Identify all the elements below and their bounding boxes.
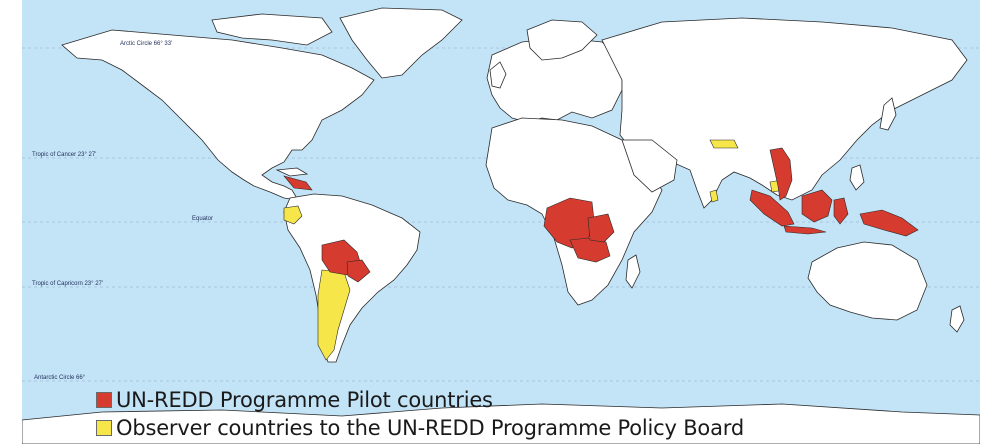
observer-swatch [96,420,112,436]
vietnam [769,147,793,201]
greenland [339,7,463,79]
papua-new-guinea [859,209,919,237]
madagascar [625,254,641,289]
sri-lanka [709,189,719,203]
scandinavia [526,19,598,61]
map-legend: UN-REDD Programme Pilot countries Observ… [96,386,744,442]
observer-countries [283,139,785,361]
borneo [801,189,833,223]
cuba [275,167,309,177]
sulawesi [833,197,849,225]
panama [283,175,313,191]
pilot-swatch [96,392,112,408]
japan [879,97,897,131]
sumatra [749,189,795,227]
zambia [569,237,611,263]
australia [807,241,928,321]
java [783,225,827,235]
legend-item-observer: Observer countries to the UN-REDD Progra… [96,414,744,442]
pilot-label: UN-REDD Programme Pilot countries [116,388,493,412]
antarctic-circle-label: Antarctic Circle 66° [34,375,86,381]
observer-label: Observer countries to the UN-REDD Progra… [116,416,744,440]
paraguay [346,259,371,283]
argentina [317,269,351,361]
world-map: Arctic Circle 66° 33' Tropic of Cancer 2… [22,0,980,444]
north-america [61,29,375,201]
world-map-svg: Arctic Circle 66° 33' Tropic of Cancer 2… [22,0,980,444]
arctic-circle-label: Arctic Circle 66° 33' [120,41,172,47]
pilot-countries [283,147,919,283]
antarctica [22,403,980,444]
equator-label: Equator [192,216,213,222]
great-britain [489,61,507,89]
tropic-of-cancer-label: Tropic of Cancer 23° 27' [32,152,96,158]
arctic-islands [211,13,333,46]
nepal [709,139,739,149]
legend-item-pilot: UN-REDD Programme Pilot countries [96,386,744,414]
arabian-peninsula [621,139,678,193]
tanzania [587,213,615,243]
new-zealand [949,305,965,333]
philippines [849,164,865,191]
land-masses [22,7,980,444]
ecuador [283,205,303,225]
tropic-of-capricorn-label: Tropic of Capricorn 23° 27' [32,281,103,287]
